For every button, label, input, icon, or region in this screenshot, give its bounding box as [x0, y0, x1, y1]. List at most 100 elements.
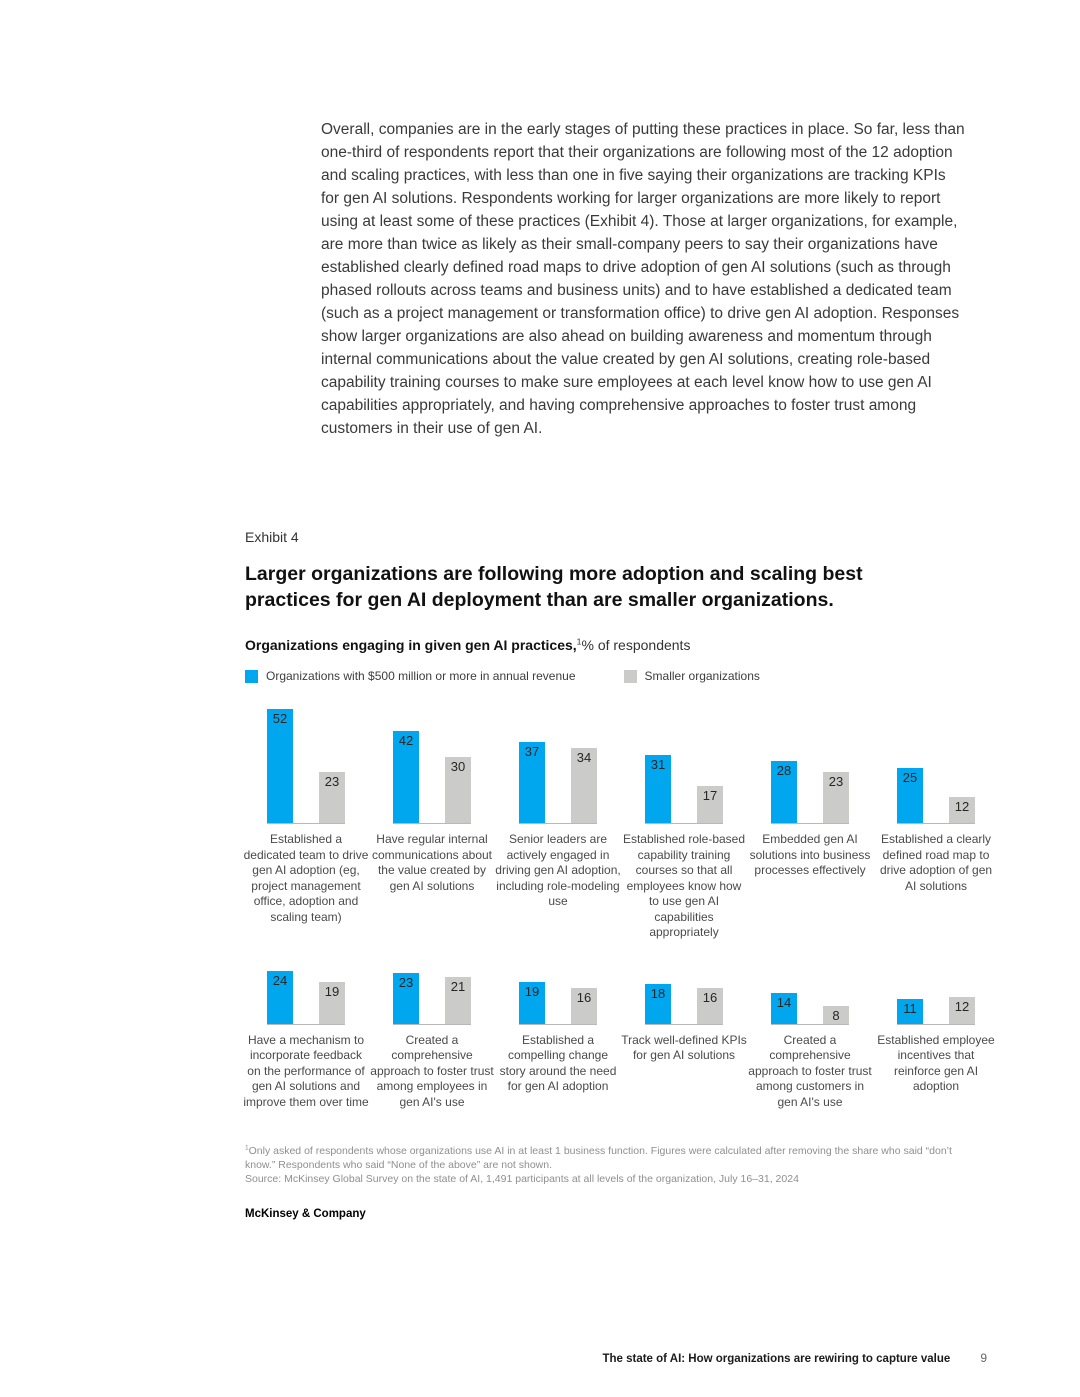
- bar-value-label: 24: [272, 972, 288, 988]
- category-label: Established employee incentives that rei…: [877, 1032, 995, 1094]
- small-org-bar: 12: [949, 796, 975, 823]
- bar-value-label: 23: [324, 774, 340, 790]
- category-label: Senior leaders are actively engaged in d…: [495, 832, 621, 908]
- large-org-bar: 37: [519, 741, 545, 823]
- small-org-bar: 30: [445, 757, 471, 823]
- bar-value-label: 14: [776, 994, 792, 1010]
- chart-row-1: 52 23 Established a dedicated team to driv…: [243, 702, 1003, 941]
- large-org-bar: 25: [897, 768, 923, 823]
- bar-value-label: 12: [954, 798, 970, 814]
- category-label: Embedded gen AI solutions into business …: [749, 832, 871, 877]
- bar-value-label: 52: [272, 710, 288, 726]
- legend-label: Organizations with $500 million or more …: [266, 669, 576, 683]
- chart-subtitle: Organizations engaging in given gen AI p…: [245, 637, 690, 653]
- category-label: Created a comprehensive approach to fost…: [370, 1032, 494, 1109]
- bar-value-label: 19: [324, 983, 340, 999]
- bar-group: 42 30 Have regular internal communications…: [369, 702, 495, 941]
- large-org-bar: 11: [897, 999, 923, 1024]
- bar-pair: 18 16: [645, 966, 723, 1025]
- bar-pair: 24 19: [267, 966, 345, 1025]
- small-org-bar: 16: [697, 988, 723, 1024]
- mckinsey-company-logo: McKinsey & Company: [245, 1208, 366, 1220]
- bar-value-label: 19: [524, 983, 540, 999]
- small-org-bar: 21: [445, 977, 471, 1024]
- source-line: Source: McKinsey Global Survey on the st…: [245, 1173, 799, 1185]
- bar-value-label: 28: [776, 763, 792, 779]
- bar-value-label: 34: [576, 750, 592, 766]
- bar-value-label: 11: [903, 1001, 917, 1017]
- small-org-bar: 8: [823, 1005, 849, 1024]
- bar-group: 28 23 Embedded gen AI solutions into busin…: [747, 702, 873, 941]
- chart-subtitle-bold: Organizations engaging in given gen AI p…: [245, 637, 577, 653]
- category-label: Have regular internal communications abo…: [371, 832, 493, 893]
- large-org-bar: 18: [645, 983, 671, 1024]
- category-label: Established a clearly defined road map t…: [879, 832, 993, 893]
- bar-group: 18 16 Track well-defined KPIs for gen AI s…: [621, 966, 747, 1111]
- small-org-bar: 19: [319, 981, 345, 1024]
- bar-value-label: 18: [650, 985, 666, 1001]
- bar-group: 23 21 Created a comprehensive approach to …: [369, 966, 495, 1111]
- legend-swatch-icon: [245, 669, 258, 683]
- bar-pair: 31 17: [645, 702, 723, 824]
- legend-swatch-icon: [623, 669, 637, 683]
- exhibit-title: Larger organizations are following more …: [245, 563, 863, 611]
- bar-group: 52 23 Established a dedicated team to driv…: [243, 702, 369, 941]
- footnote-text: 1Only asked of respondents whose organiz…: [245, 1144, 952, 1171]
- small-org-bar: 23: [319, 772, 345, 823]
- bar-pair: 28 23: [771, 702, 849, 824]
- footnote-marker: 1: [576, 636, 582, 647]
- bar-value-label: 8: [832, 1007, 840, 1023]
- large-org-bar: 52: [267, 708, 293, 823]
- bar-pair: 11 12: [897, 966, 975, 1025]
- bar-value-label: 31: [650, 756, 666, 772]
- chart-subtitle-units: % of respondents: [581, 637, 691, 653]
- large-org-bar: 28: [771, 761, 797, 823]
- bar-pair: 14 8: [771, 966, 849, 1025]
- page-footer: The state of AI: How organizations are r…: [0, 1351, 1080, 1365]
- small-org-bar: 23: [823, 772, 849, 823]
- bar-chart: 52 23 Established a dedicated team to driv…: [243, 702, 1003, 1110]
- small-org-bar: 34: [571, 748, 597, 823]
- bar-value-label: 16: [702, 990, 718, 1006]
- bar-group: 37 34 Senior leaders are actively engaged …: [495, 702, 621, 941]
- category-label: Established role-based capability traini…: [622, 832, 746, 939]
- category-label: Established a compelling change story ar…: [499, 1032, 617, 1094]
- small-org-bar: 16: [571, 988, 597, 1024]
- legend-label: Smaller organizations: [644, 669, 760, 683]
- category-label: Established a dedicated team to drive ge…: [243, 832, 369, 924]
- chart-footnote: 1Only asked of respondents whose organiz…: [245, 1144, 980, 1186]
- footnote-number: 1: [245, 1144, 249, 1152]
- bar-group: 25 12 Established a clearly defined road m…: [873, 702, 999, 941]
- bar-pair: 25 12: [897, 702, 975, 824]
- small-org-bar: 17: [697, 785, 723, 823]
- bar-value-label: 30: [450, 759, 466, 774]
- large-org-bar: 14: [771, 992, 797, 1024]
- bar-value-label: 21: [450, 979, 466, 995]
- chart-legend: Organizations with $500 million or more …: [245, 669, 760, 683]
- bar-value-label: 16: [576, 990, 592, 1006]
- category-label: Have a mechanism to incorporate feedback…: [243, 1032, 369, 1109]
- exhibit-label: Exhibit 4: [245, 529, 299, 545]
- bar-pair: 42 30: [393, 702, 471, 824]
- bar-pair: 19 16: [519, 966, 597, 1025]
- bar-group: 31 17 Established role-based capability tr…: [621, 702, 747, 941]
- bar-group: 11 12 Established employee incentives that…: [873, 966, 999, 1111]
- large-org-bar: 23: [393, 972, 419, 1024]
- bar-pair: 37 34: [519, 702, 597, 824]
- large-org-bar: 42: [393, 730, 419, 823]
- body-paragraph: Overall, companies are in the early stag…: [321, 121, 965, 437]
- bar-value-label: 42: [398, 732, 414, 748]
- category-label: Track well-defined KPIs for gen AI solut…: [621, 1032, 747, 1063]
- bar-value-label: 23: [828, 774, 844, 790]
- bar-value-label: 37: [524, 743, 540, 759]
- legend-item-large-orgs: Organizations with $500 million or more …: [245, 669, 576, 683]
- large-org-bar: 24: [267, 970, 293, 1024]
- footer-report-title: The state of AI: How organizations are r…: [602, 1353, 951, 1365]
- small-org-bar: 12: [949, 997, 975, 1024]
- large-org-bar: 31: [645, 754, 671, 823]
- page-number: 9: [980, 1351, 987, 1365]
- chart-row-2: 24 19 Have a mechanism to incorporate feed…: [243, 966, 1003, 1111]
- bar-pair: 23 21: [393, 966, 471, 1025]
- large-org-bar: 19: [519, 981, 545, 1024]
- bar-value-label: 25: [902, 770, 918, 785]
